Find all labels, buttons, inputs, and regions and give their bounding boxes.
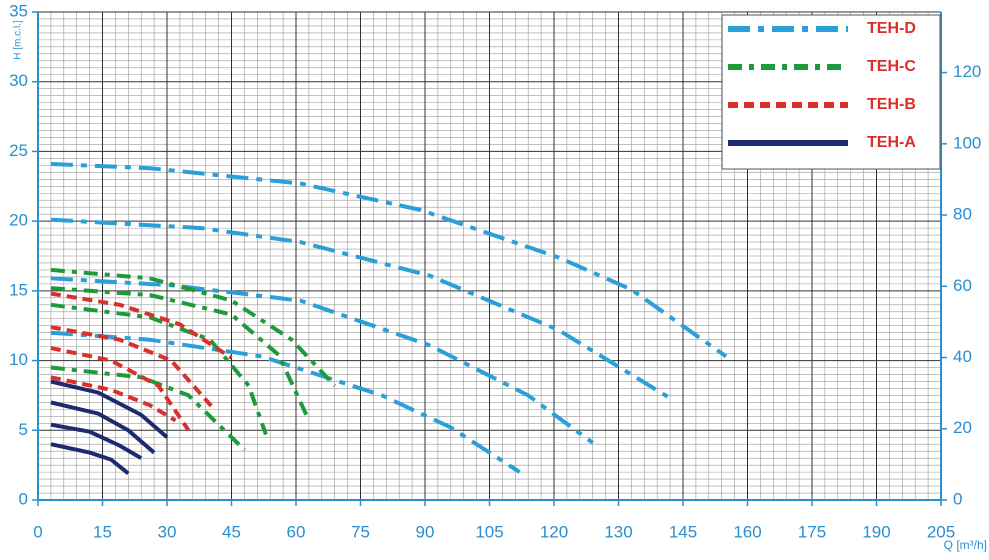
pump-curve xyxy=(50,291,233,360)
legend-label: TEH-C xyxy=(867,58,916,75)
pump-curve xyxy=(50,442,130,476)
y2-tick-label: 80 xyxy=(953,205,972,224)
x-tick-label: 190 xyxy=(862,522,890,541)
x-tick-label: 145 xyxy=(669,522,697,541)
pump-curve xyxy=(50,302,268,436)
x-tick-label: 120 xyxy=(540,522,568,541)
y-tick-label: 35 xyxy=(9,1,28,20)
y2-tick-label: 20 xyxy=(953,418,972,437)
legend-label: TEH-A xyxy=(867,134,916,151)
pump-curve xyxy=(50,365,246,452)
pump-curve xyxy=(50,162,728,359)
y2-tick-label: 100 xyxy=(953,133,981,152)
x-tick-label: 90 xyxy=(416,522,435,541)
x-tick-label: 15 xyxy=(93,522,112,541)
y2-tick-label: 0 xyxy=(953,489,962,508)
pump-curve xyxy=(50,330,521,474)
pump-curve xyxy=(50,375,177,423)
y-tick-label: 0 xyxy=(19,489,28,508)
y-axis-label: H [m.c.l.] xyxy=(13,20,24,60)
pump-curve xyxy=(50,379,169,439)
y-tick-label: 10 xyxy=(9,350,28,369)
x-tick-label: 30 xyxy=(158,522,177,541)
y2-tick-label: 40 xyxy=(953,347,972,366)
y-tick-label: 20 xyxy=(9,211,28,230)
x-tick-label: 45 xyxy=(222,522,241,541)
x-tick-label: 0 xyxy=(33,522,42,541)
x-axis-label: Q [m³/h] xyxy=(944,538,987,552)
pump-curve xyxy=(50,325,216,411)
legend-label: TEH-D xyxy=(867,20,916,37)
x-tick-label: 60 xyxy=(287,522,306,541)
y-tick-label: 25 xyxy=(9,141,28,160)
legend-label: TEH-B xyxy=(867,96,916,113)
pump-curve xyxy=(50,346,191,432)
y2-tick-label: 60 xyxy=(953,276,972,295)
x-tick-label: 175 xyxy=(798,522,826,541)
y-tick-label: 15 xyxy=(9,280,28,299)
pump-curve xyxy=(50,286,311,422)
x-tick-label: 105 xyxy=(475,522,503,541)
pump-curve xyxy=(50,217,672,400)
x-tick-label: 160 xyxy=(733,522,761,541)
pump-curve xyxy=(50,422,143,460)
x-tick-label: 75 xyxy=(351,522,370,541)
pump-curve xyxy=(50,267,337,388)
pump-curve xyxy=(50,400,156,455)
y-tick-label: 5 xyxy=(19,420,28,439)
y-tick-label: 30 xyxy=(9,71,28,90)
x-tick-label: 130 xyxy=(604,522,632,541)
x-tick-label: 205 xyxy=(927,522,955,541)
pump-curve xyxy=(50,276,594,445)
y2-tick-label: 120 xyxy=(953,62,981,81)
